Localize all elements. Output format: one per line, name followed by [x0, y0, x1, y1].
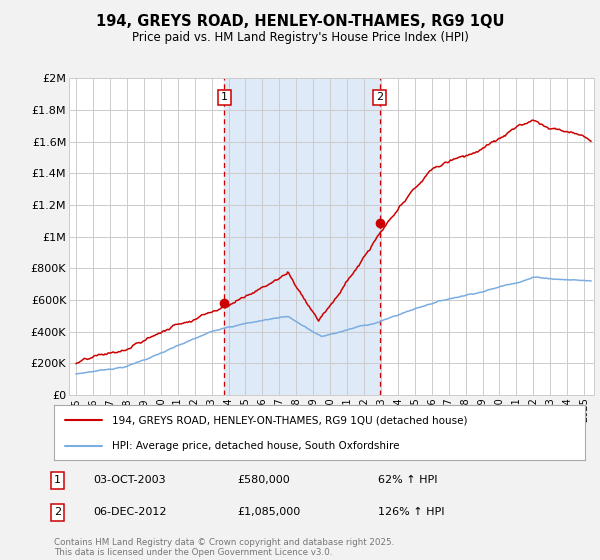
Text: 2: 2 [54, 507, 61, 517]
Text: 1: 1 [221, 92, 228, 102]
Text: 03-OCT-2003: 03-OCT-2003 [93, 475, 166, 486]
Text: £1,085,000: £1,085,000 [237, 507, 300, 517]
Text: 1: 1 [54, 475, 61, 486]
Text: 194, GREYS ROAD, HENLEY-ON-THAMES, RG9 1QU: 194, GREYS ROAD, HENLEY-ON-THAMES, RG9 1… [96, 14, 504, 29]
Text: Contains HM Land Registry data © Crown copyright and database right 2025.
This d: Contains HM Land Registry data © Crown c… [54, 538, 394, 557]
Text: 126% ↑ HPI: 126% ↑ HPI [378, 507, 445, 517]
Text: 194, GREYS ROAD, HENLEY-ON-THAMES, RG9 1QU (detached house): 194, GREYS ROAD, HENLEY-ON-THAMES, RG9 1… [112, 416, 468, 425]
Text: Price paid vs. HM Land Registry's House Price Index (HPI): Price paid vs. HM Land Registry's House … [131, 31, 469, 44]
Text: 62% ↑ HPI: 62% ↑ HPI [378, 475, 437, 486]
Text: 2: 2 [376, 92, 383, 102]
Text: 06-DEC-2012: 06-DEC-2012 [93, 507, 167, 517]
Bar [224, 78, 380, 395]
Text: £580,000: £580,000 [237, 475, 290, 486]
Text: HPI: Average price, detached house, South Oxfordshire: HPI: Average price, detached house, Sout… [112, 441, 400, 450]
